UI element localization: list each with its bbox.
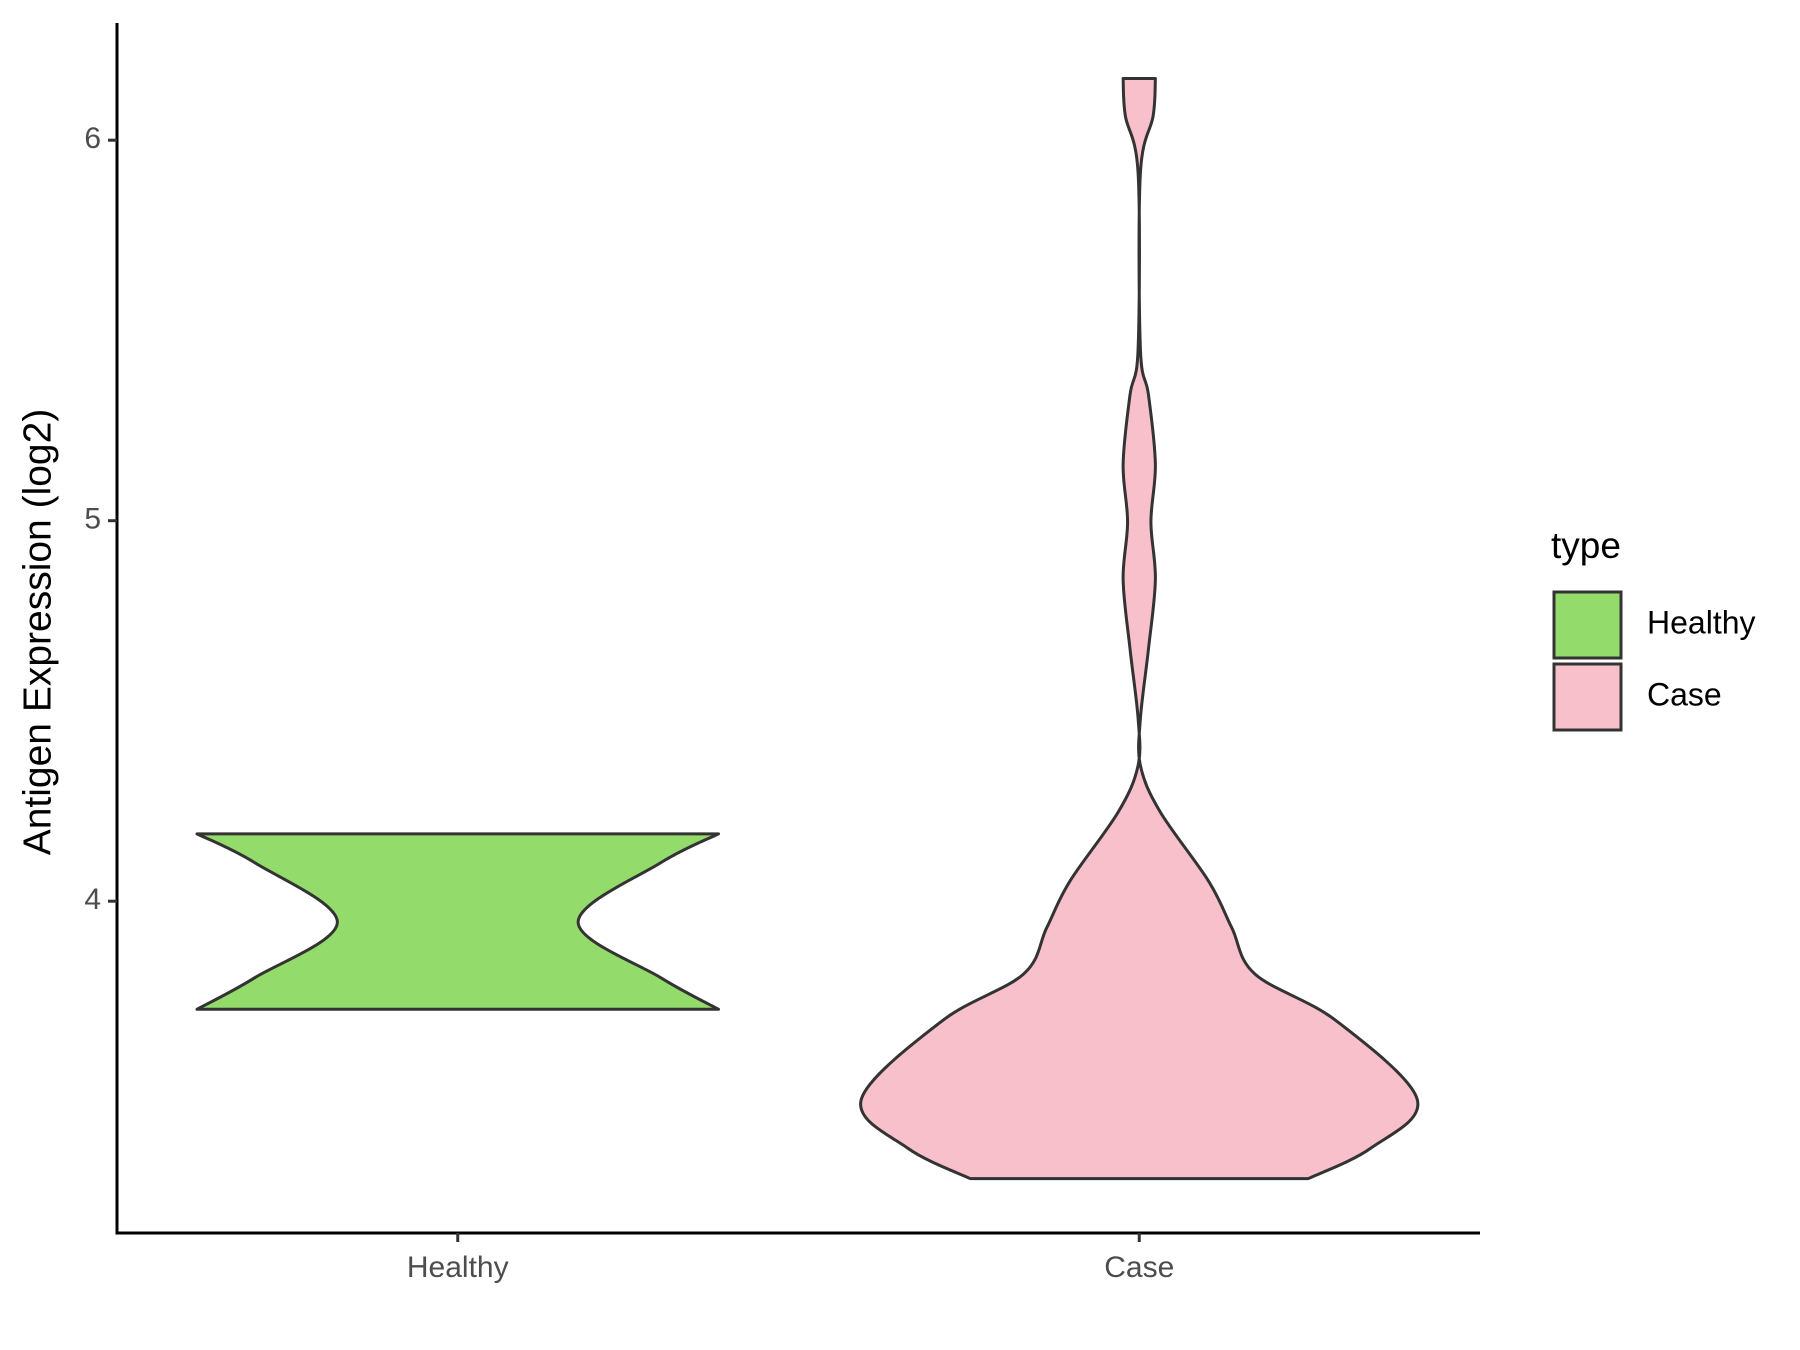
x-tick-label: Case bbox=[1104, 1251, 1174, 1284]
y-axis-title: Antigen Expression (log2) bbox=[16, 409, 59, 856]
y-tick-label: 5 bbox=[84, 503, 101, 536]
y-tick-label: 4 bbox=[84, 883, 101, 916]
violin bbox=[859, 77, 1420, 1181]
legend-label: Case bbox=[1647, 676, 1722, 712]
legend-label: Healthy bbox=[1647, 604, 1756, 640]
violin bbox=[195, 832, 721, 1011]
x-tick-label: Healthy bbox=[407, 1251, 509, 1284]
legend-key bbox=[1552, 590, 1623, 660]
legend-key bbox=[1552, 662, 1623, 732]
legend-title: type bbox=[1551, 525, 1621, 566]
y-tick-label: 6 bbox=[84, 122, 101, 155]
